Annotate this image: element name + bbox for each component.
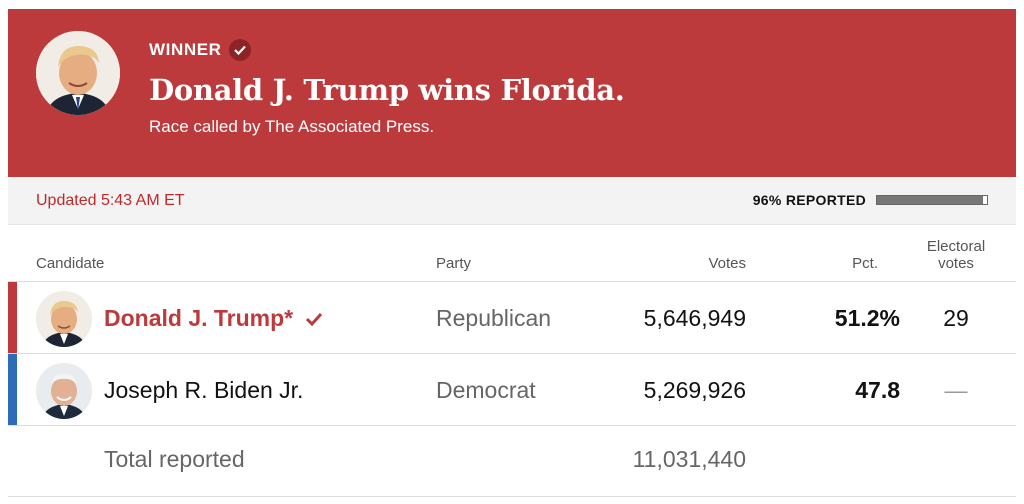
reported-label: 96% REPORTED (752, 192, 866, 208)
header-votes: Votes (708, 255, 746, 272)
reporting-progress-fill (877, 196, 983, 204)
divider (8, 281, 1016, 282)
header-electoral-votes: Electoral votes (926, 238, 986, 272)
candidate-electoral-votes: — (944, 377, 968, 403)
candidate-votes: 5,646,949 (643, 305, 746, 331)
update-bar: Updated 5:43 AM ET 96% REPORTED (8, 177, 1016, 225)
party-color-bar (8, 282, 17, 354)
candidate-pct: 47.8 (855, 377, 900, 403)
election-result-card: WINNER Donald J. Trump wins Florida. Rac… (8, 9, 1016, 504)
table-row: Joseph R. Biden Jr. Democrat 5,269,926 4… (8, 354, 1016, 426)
candidate-name: Donald J. Trump* (104, 305, 323, 332)
candidate-votes: 5,269,926 (643, 377, 746, 403)
header-candidate: Candidate (36, 255, 105, 272)
subhead: Race called by The Associated Press. (149, 117, 435, 136)
divider (8, 353, 1016, 354)
total-votes: 11,031,440 (632, 446, 746, 472)
headline: Donald J. Trump wins Florida. (149, 73, 625, 107)
candidate-party: Republican (436, 305, 552, 331)
reporting-progress-bar (876, 195, 988, 205)
updated-timestamp: Updated 5:43 AM ET (36, 192, 185, 209)
table-row: Donald J. Trump* Republican 5,646,949 51… (8, 282, 1016, 354)
divider (8, 425, 1016, 426)
header-party: Party (436, 255, 472, 272)
candidate-party: Democrat (436, 377, 536, 403)
winner-label: WINNER (149, 40, 222, 59)
winner-status: WINNER (149, 39, 251, 61)
portrait-icon (36, 291, 92, 347)
candidate-electoral-votes: 29 (943, 305, 969, 331)
total-label: Total reported (104, 446, 245, 472)
winner-banner: WINNER Donald J. Trump wins Florida. Rac… (8, 9, 1016, 177)
winner-check-icon (305, 312, 323, 326)
candidate-portrait (36, 291, 92, 347)
candidate-pct: 51.2% (834, 305, 900, 331)
winner-portrait (36, 31, 120, 115)
check-icon (228, 39, 251, 61)
header-pct: Pct. (852, 255, 878, 272)
portrait-icon (36, 31, 120, 115)
candidate-name: Joseph R. Biden Jr. (104, 377, 304, 403)
candidate-portrait (36, 363, 92, 419)
divider (8, 496, 1016, 497)
party-color-bar (8, 354, 17, 426)
portrait-icon (36, 363, 92, 419)
